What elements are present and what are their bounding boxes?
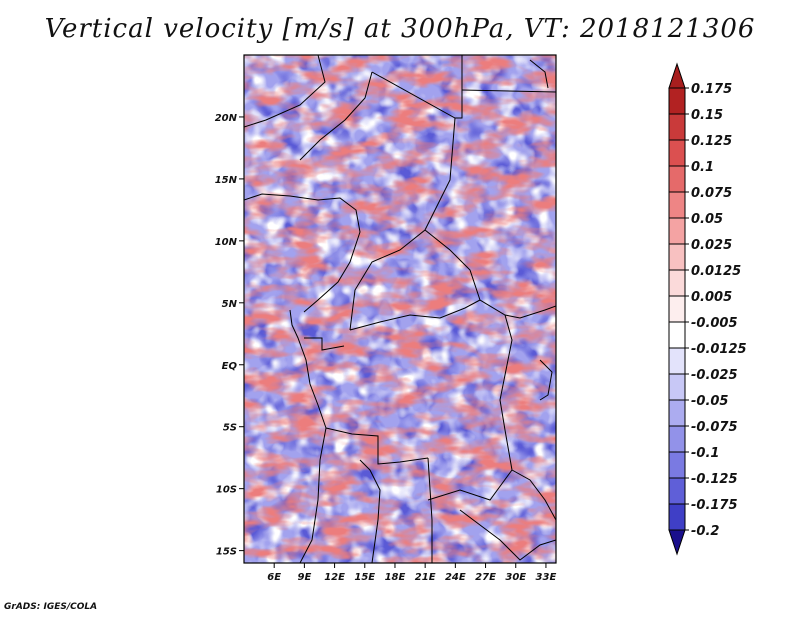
colorbar-swatch xyxy=(668,217,686,245)
longitude-ticks: 6E 9E 12E 15E 18E 21E 24E 27E 30E 33E xyxy=(267,563,556,583)
x-tick-label: 33E xyxy=(536,572,557,583)
colorbar-swatch xyxy=(668,399,686,427)
colorbar-swatch xyxy=(668,87,686,115)
colorbar-swatch xyxy=(668,347,686,375)
colorbar-label: -0.0125 xyxy=(691,342,747,357)
colorbar-max-arrow xyxy=(668,62,686,89)
colorbar-label: -0.075 xyxy=(691,420,738,435)
colorbar-swatch xyxy=(668,503,686,531)
y-tick-label: 10N xyxy=(215,237,238,248)
colorbar-label: -0.175 xyxy=(691,498,738,513)
colorbar-label: 0.175 xyxy=(691,82,732,97)
colorbar-label: 0.025 xyxy=(691,238,732,253)
colorbar: 0.175 0.15 0.125 0.1 0.075 0.05 0.025 0.0125 0.0… xyxy=(668,62,747,556)
colorbar-label: 0.05 xyxy=(691,212,723,227)
colorbar-label: 0.125 xyxy=(691,134,732,149)
coastlines-borders xyxy=(244,55,556,563)
colorbar-swatch xyxy=(668,269,686,297)
colorbar-swatch xyxy=(668,113,686,141)
colorbar-label: 0.15 xyxy=(691,108,723,123)
y-tick-label: 15N xyxy=(215,175,238,186)
colorbar-swatch xyxy=(668,451,686,479)
y-tick-label: 5S xyxy=(223,423,237,434)
y-tick-label: 20N xyxy=(215,113,238,124)
x-tick-label: 21E xyxy=(415,572,436,583)
y-tick-label: 15S xyxy=(216,547,237,558)
colorbar-label: -0.2 xyxy=(691,524,719,539)
x-tick-label: 30E xyxy=(505,572,526,583)
plot-title: Vertical velocity [m/s] at 300hPa, VT: 2… xyxy=(44,14,756,44)
colorbar-label: -0.005 xyxy=(691,316,738,331)
colorbar-swatch xyxy=(668,321,686,349)
x-tick-label: 9E xyxy=(297,572,311,583)
latitude-ticks: 20N 15N 10N 5N EQ 5S 10S 15S xyxy=(215,113,244,558)
colorbar-label: 0.005 xyxy=(691,290,732,305)
colorbar-label: -0.025 xyxy=(691,368,738,383)
colorbar-swatch xyxy=(668,425,686,453)
colorbar-swatch xyxy=(668,373,686,401)
colorbar-swatch xyxy=(668,295,686,323)
y-tick-label: EQ xyxy=(222,361,238,372)
x-tick-label: 27E xyxy=(475,572,496,583)
colorbar-min-arrow xyxy=(668,529,686,556)
velocity-field xyxy=(244,55,556,563)
colorbar-swatch xyxy=(668,139,686,167)
colorbar-label: 0.075 xyxy=(691,186,732,201)
colorbar-swatch xyxy=(668,477,686,505)
x-tick-label: 15E xyxy=(354,572,375,583)
x-tick-label: 6E xyxy=(267,572,281,583)
grads-credit: GrADS: IGES/COLA xyxy=(4,602,98,612)
colorbar-label: 0.1 xyxy=(691,160,714,175)
y-tick-label: 10S xyxy=(216,485,237,496)
x-tick-label: 18E xyxy=(385,572,406,583)
colorbar-swatch xyxy=(668,165,686,193)
colorbar-label: -0.125 xyxy=(691,472,738,487)
map-frame xyxy=(243,54,557,564)
x-tick-label: 24E xyxy=(445,572,466,583)
x-tick-label: 12E xyxy=(324,572,345,583)
colorbar-swatch xyxy=(668,191,686,219)
colorbar-swatch xyxy=(668,243,686,271)
y-tick-label: 5N xyxy=(222,299,238,310)
colorbar-label: -0.1 xyxy=(691,446,719,461)
colorbar-label: -0.05 xyxy=(691,394,728,409)
colorbar-label: 0.0125 xyxy=(691,264,741,279)
